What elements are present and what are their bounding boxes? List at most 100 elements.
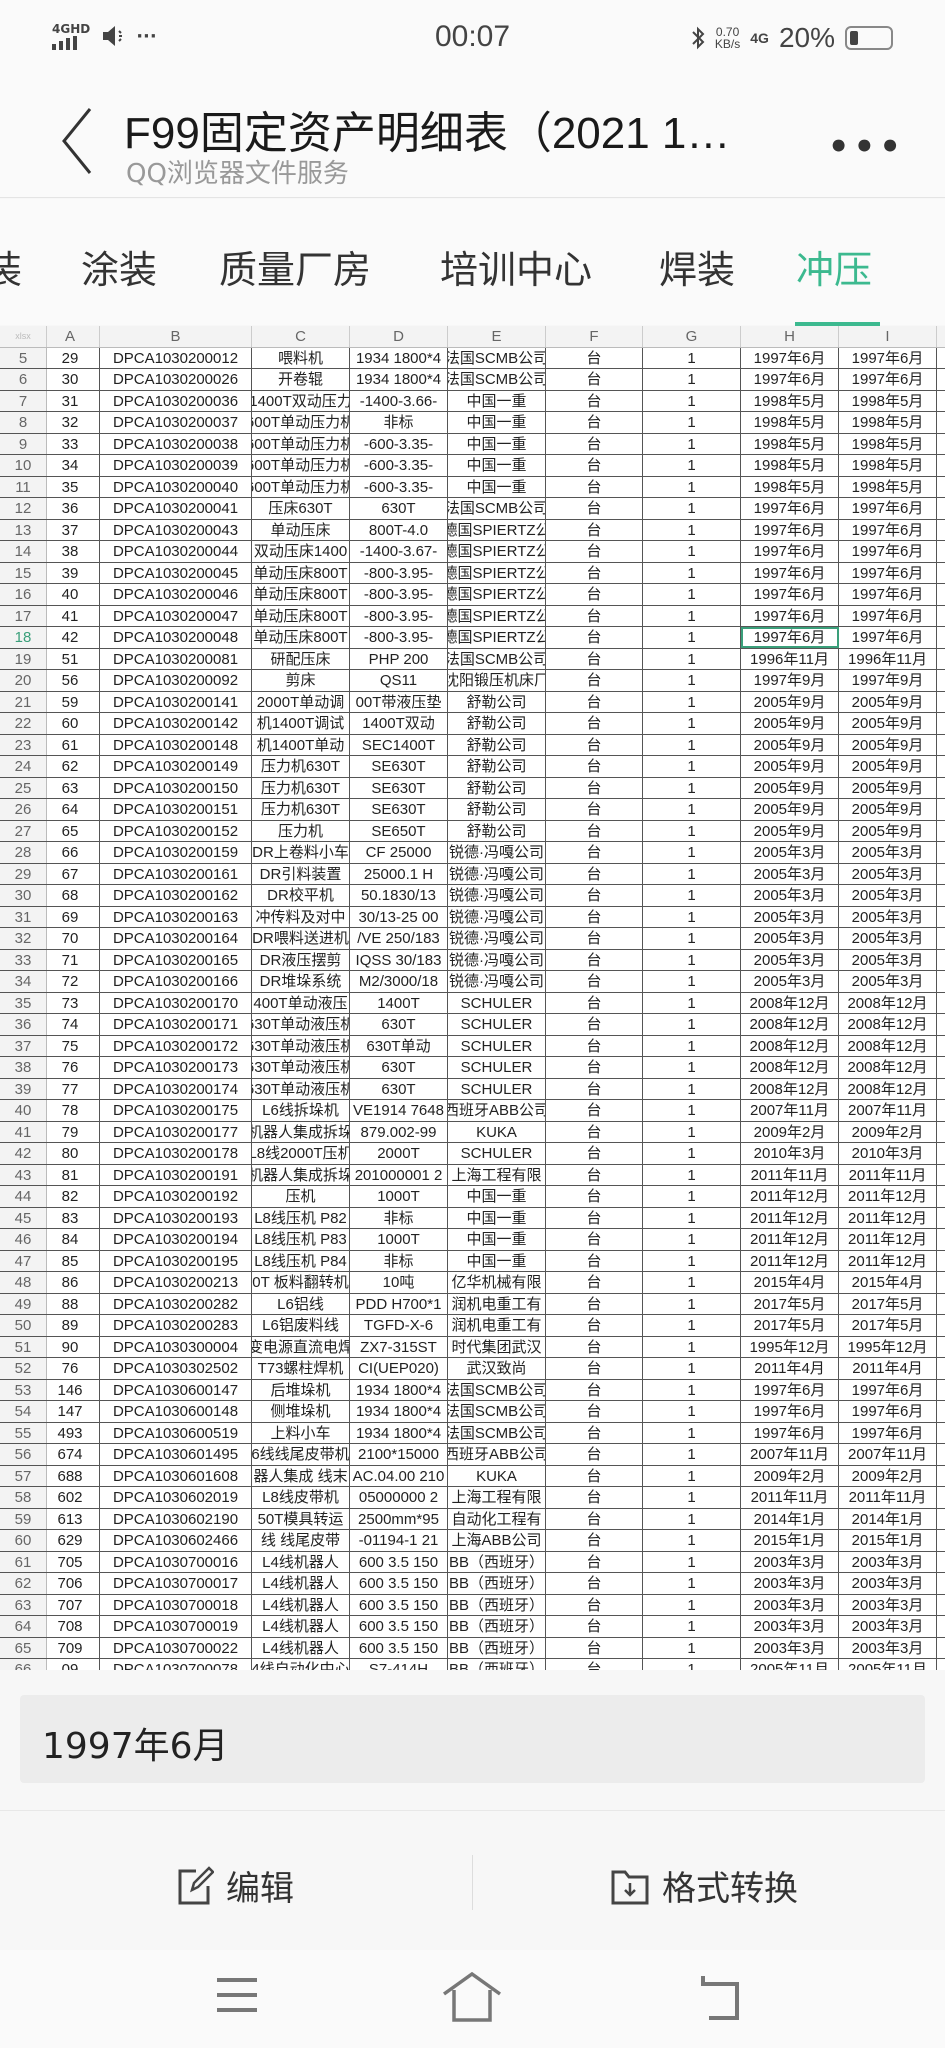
tab-sheet[interactable]: 装: [0, 248, 23, 292]
table-cell[interactable]: 台: [546, 541, 643, 562]
table-cell[interactable]: 41: [47, 605, 100, 626]
table-cell[interactable]: L4线机器人: [252, 1616, 350, 1637]
table-cell[interactable]: 台: [546, 1422, 643, 1443]
table-cell[interactable]: 2005年3月: [839, 906, 937, 927]
table-cell[interactable]: 70: [47, 928, 100, 949]
table-cell[interactable]: DPCA1030300004: [100, 1336, 252, 1357]
table-cell[interactable]: 1997年6月: [741, 627, 839, 648]
table-cell[interactable]: 中国一重: [448, 1186, 546, 1207]
table-cell[interactable]: 台: [546, 906, 643, 927]
row-number[interactable]: 51: [0, 1336, 47, 1357]
table-cell[interactable]: 1: [643, 1121, 741, 1142]
table-cell[interactable]: 1: [643, 562, 741, 583]
table-cell[interactable]: 1: [643, 1014, 741, 1035]
table-cell[interactable]: 1998年5月: [839, 433, 937, 454]
table-cell[interactable]: 1000T: [350, 1186, 448, 1207]
table-cell[interactable]: 1: [643, 1358, 741, 1379]
table-cell[interactable]: 1997年6月: [741, 584, 839, 605]
table-cell[interactable]: 1997年6月: [741, 541, 839, 562]
table-cell[interactable]: 2010年3月: [741, 1143, 839, 1164]
table-cell[interactable]: 1: [643, 713, 741, 734]
row-number[interactable]: 63: [0, 1594, 47, 1615]
table-cell[interactable]: 674: [47, 1444, 100, 1465]
table-cell[interactable]: 2007年11月: [839, 1444, 937, 1465]
table-cell[interactable]: 2005年9月: [741, 820, 839, 841]
table-cell[interactable]: L8线2000T压机: [252, 1143, 350, 1164]
table-cell[interactable]: [937, 842, 945, 863]
table-cell[interactable]: 1: [643, 455, 741, 476]
table-cell[interactable]: 变电源直流电焊: [252, 1336, 350, 1357]
table-cell[interactable]: 74: [47, 1014, 100, 1035]
table-cell[interactable]: 2015年1月: [741, 1530, 839, 1551]
row-number[interactable]: 7: [0, 390, 47, 411]
table-cell[interactable]: DPCA1030200081: [100, 648, 252, 669]
table-cell[interactable]: 1: [643, 390, 741, 411]
table-cell[interactable]: [937, 950, 945, 971]
table-cell[interactable]: 1: [643, 863, 741, 884]
table-cell[interactable]: DPCA1030200175: [100, 1100, 252, 1121]
column-header[interactable]: I: [839, 326, 937, 347]
table-cell[interactable]: 51: [47, 648, 100, 669]
table-cell[interactable]: [937, 1014, 945, 1035]
tab-sheet[interactable]: 涂装: [81, 248, 158, 292]
table-cell[interactable]: 2011年12月: [839, 1229, 937, 1250]
table-cell[interactable]: 1997年6月: [741, 1401, 839, 1422]
table-cell[interactable]: 2007年11月: [741, 1100, 839, 1121]
table-cell[interactable]: [937, 1466, 945, 1487]
row-number[interactable]: 62: [0, 1573, 47, 1594]
table-cell[interactable]: 76: [47, 1358, 100, 1379]
table-cell[interactable]: 台: [546, 648, 643, 669]
column-header[interactable]: [937, 326, 945, 347]
table-cell[interactable]: 1000T: [350, 1229, 448, 1250]
table-cell[interactable]: DPCA1030200048: [100, 627, 252, 648]
table-cell[interactable]: 台: [546, 1659, 643, 1670]
table-cell[interactable]: 台: [546, 799, 643, 820]
table-cell[interactable]: BB（西班牙）: [448, 1551, 546, 1572]
table-cell[interactable]: 锐德·冯嘎公司: [449, 863, 546, 884]
table-cell[interactable]: DPCA1030200170: [100, 992, 252, 1013]
table-cell[interactable]: 压力机: [252, 820, 350, 841]
table-cell[interactable]: 1: [643, 648, 741, 669]
table-cell[interactable]: DPCA1030200026: [100, 369, 252, 390]
table-cell[interactable]: 69: [47, 906, 100, 927]
table-cell[interactable]: 润机电重工有: [448, 1315, 546, 1336]
table-cell[interactable]: 1: [643, 1530, 741, 1551]
table-cell[interactable]: [937, 627, 945, 648]
table-cell[interactable]: 78: [47, 1100, 100, 1121]
table-cell[interactable]: 1998年5月: [839, 476, 937, 497]
table-cell[interactable]: DPCA1030700022: [100, 1637, 252, 1658]
table-cell[interactable]: 1: [643, 1250, 741, 1271]
table-cell[interactable]: L4线机器人: [252, 1551, 350, 1572]
table-cell[interactable]: 71: [47, 949, 100, 970]
table-cell[interactable]: 1: [643, 928, 741, 949]
table-cell[interactable]: 时代集团武汉: [448, 1336, 546, 1357]
table-cell[interactable]: 2015年4月: [741, 1272, 839, 1293]
table-cell[interactable]: 1: [643, 369, 741, 390]
table-cell[interactable]: 1: [643, 1207, 741, 1228]
table-cell[interactable]: 非标: [350, 412, 448, 433]
table-cell[interactable]: 1400T双动压力: [252, 390, 350, 411]
table-cell[interactable]: 法国SCMB公司: [448, 1422, 546, 1443]
table-cell[interactable]: DPCA1030700018: [100, 1594, 252, 1615]
table-cell[interactable]: 1: [643, 1573, 741, 1594]
table-cell[interactable]: 72: [47, 971, 100, 992]
row-number[interactable]: 30: [0, 885, 47, 906]
table-cell[interactable]: [937, 864, 945, 885]
table-cell[interactable]: 1: [643, 584, 741, 605]
table-cell[interactable]: 630T单动液压机: [252, 1057, 350, 1078]
table-cell[interactable]: 台: [546, 1465, 643, 1486]
table-cell[interactable]: L8线压机 P83: [252, 1229, 350, 1250]
table-cell[interactable]: DPCA1030200012: [100, 347, 252, 368]
table-cell[interactable]: [937, 756, 945, 777]
row-number[interactable]: 43: [0, 1164, 47, 1185]
table-cell[interactable]: BB（西班牙）: [448, 1637, 546, 1658]
table-cell[interactable]: 台: [546, 1014, 643, 1035]
table-cell[interactable]: 1997年6月: [839, 584, 937, 605]
table-cell[interactable]: 2003年3月: [741, 1551, 839, 1572]
table-cell[interactable]: [937, 670, 945, 691]
table-cell[interactable]: [937, 993, 945, 1014]
table-cell[interactable]: 2005年9月: [839, 713, 937, 734]
table-cell[interactable]: M2/3000/18: [350, 971, 448, 992]
row-number[interactable]: 45: [0, 1207, 47, 1228]
table-cell[interactable]: L4线机器人: [252, 1637, 350, 1658]
